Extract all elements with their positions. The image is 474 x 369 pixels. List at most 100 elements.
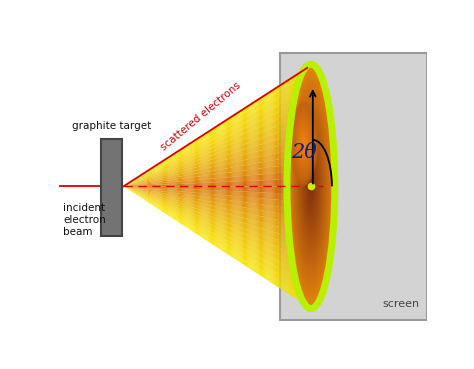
Polygon shape [199, 143, 200, 147]
Polygon shape [163, 163, 164, 166]
Polygon shape [157, 165, 158, 167]
Polygon shape [215, 130, 216, 135]
Polygon shape [261, 168, 262, 175]
Polygon shape [170, 190, 171, 193]
Polygon shape [135, 189, 136, 190]
Polygon shape [188, 223, 189, 226]
Polygon shape [258, 221, 259, 228]
Polygon shape [136, 192, 137, 193]
Polygon shape [152, 180, 153, 182]
Polygon shape [256, 261, 257, 268]
Polygon shape [213, 155, 214, 159]
Polygon shape [236, 191, 237, 196]
Polygon shape [166, 177, 167, 179]
Polygon shape [303, 272, 304, 281]
Polygon shape [247, 132, 248, 138]
Polygon shape [305, 155, 306, 163]
Polygon shape [238, 216, 239, 222]
Polygon shape [187, 208, 188, 211]
Polygon shape [198, 215, 199, 219]
Polygon shape [299, 194, 300, 201]
Polygon shape [135, 185, 136, 186]
Polygon shape [223, 130, 224, 134]
Polygon shape [173, 195, 174, 197]
Polygon shape [231, 238, 232, 243]
Polygon shape [231, 214, 232, 219]
Polygon shape [280, 275, 281, 282]
Polygon shape [170, 160, 171, 162]
Polygon shape [258, 157, 259, 163]
Polygon shape [197, 199, 198, 203]
Polygon shape [166, 208, 167, 211]
Polygon shape [215, 206, 216, 210]
Polygon shape [181, 148, 182, 151]
Ellipse shape [292, 108, 316, 179]
Polygon shape [238, 221, 239, 227]
Polygon shape [270, 250, 271, 257]
Polygon shape [286, 236, 287, 243]
Polygon shape [277, 166, 278, 173]
Polygon shape [236, 245, 237, 250]
Polygon shape [254, 169, 255, 175]
Polygon shape [132, 191, 133, 192]
Polygon shape [161, 176, 162, 178]
Polygon shape [274, 140, 275, 147]
Polygon shape [217, 231, 218, 235]
Polygon shape [127, 188, 128, 189]
Polygon shape [138, 177, 139, 179]
Polygon shape [212, 128, 213, 132]
Polygon shape [279, 132, 280, 139]
Polygon shape [178, 220, 179, 223]
Polygon shape [263, 125, 264, 132]
Polygon shape [277, 126, 278, 133]
Polygon shape [143, 178, 144, 179]
Polygon shape [291, 252, 292, 260]
Polygon shape [266, 130, 267, 137]
Polygon shape [310, 129, 311, 138]
Polygon shape [191, 207, 192, 210]
Polygon shape [240, 161, 241, 166]
Polygon shape [133, 184, 134, 185]
Polygon shape [223, 208, 224, 213]
Polygon shape [163, 210, 164, 213]
Polygon shape [172, 180, 173, 182]
Polygon shape [242, 207, 243, 212]
Polygon shape [278, 92, 279, 99]
Polygon shape [264, 272, 265, 279]
Polygon shape [253, 214, 254, 220]
Polygon shape [222, 212, 223, 217]
Polygon shape [176, 198, 177, 200]
Polygon shape [283, 172, 284, 179]
Polygon shape [225, 191, 226, 195]
Polygon shape [218, 178, 219, 182]
Polygon shape [218, 137, 219, 141]
Polygon shape [260, 234, 261, 240]
Polygon shape [241, 192, 242, 197]
Polygon shape [248, 186, 249, 192]
Polygon shape [231, 139, 232, 144]
Polygon shape [238, 166, 239, 171]
Polygon shape [208, 205, 209, 209]
Polygon shape [279, 254, 280, 261]
Polygon shape [300, 86, 301, 94]
Polygon shape [272, 173, 273, 180]
Polygon shape [147, 182, 148, 183]
Polygon shape [222, 199, 223, 204]
Polygon shape [285, 243, 286, 250]
Polygon shape [162, 184, 163, 186]
Polygon shape [166, 207, 167, 209]
Polygon shape [193, 159, 194, 162]
Polygon shape [292, 90, 293, 99]
Polygon shape [221, 126, 222, 131]
Polygon shape [167, 196, 168, 198]
Ellipse shape [287, 64, 335, 308]
Polygon shape [228, 182, 229, 186]
Polygon shape [187, 194, 188, 197]
Polygon shape [262, 223, 263, 229]
Polygon shape [213, 143, 214, 148]
Polygon shape [204, 183, 205, 186]
Polygon shape [147, 192, 148, 193]
Polygon shape [218, 141, 219, 145]
Polygon shape [156, 180, 157, 182]
Polygon shape [139, 184, 140, 185]
